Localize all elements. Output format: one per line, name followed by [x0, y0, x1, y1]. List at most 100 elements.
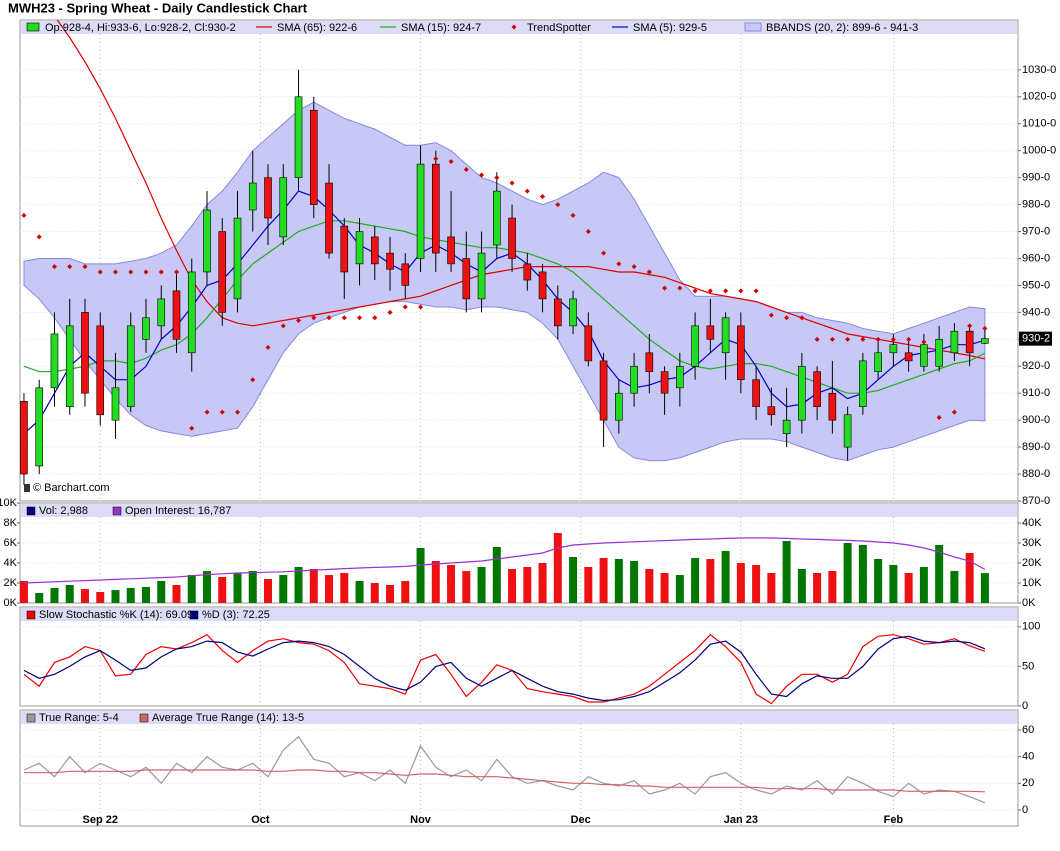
legend-swatch — [744, 22, 762, 32]
trendspotter-dot — [890, 336, 896, 342]
volume-bar — [401, 581, 410, 603]
trendspotter-dot — [296, 317, 302, 323]
plot-area — [20, 20, 989, 485]
trendspotter-dot — [601, 250, 607, 256]
panel-background — [19, 502, 1019, 604]
candle-body — [889, 344, 898, 354]
volume-bar — [645, 569, 654, 603]
candle-body — [96, 325, 105, 416]
candle-body — [294, 96, 303, 178]
candle-body — [50, 333, 59, 389]
candle-body — [248, 182, 257, 211]
trendspotter-dot — [387, 309, 393, 315]
volume-bar — [904, 573, 913, 603]
volume-bar — [279, 575, 288, 603]
candle-body — [920, 344, 928, 367]
legend-label: SMA (5): 929-5 — [633, 22, 707, 34]
trendspotter-dot — [265, 344, 271, 350]
volume-bar — [553, 533, 562, 603]
trendspotter-dot — [235, 409, 241, 415]
trendspotter-dot — [784, 315, 790, 321]
trendspotter-dot — [97, 269, 103, 275]
candle-body — [660, 371, 669, 394]
candle-body — [493, 190, 501, 246]
y2-tick-label: 0K — [1022, 597, 1036, 609]
trendspotter-dot — [906, 336, 912, 342]
legend-label: True Range: 5-4 — [39, 712, 119, 724]
candle-body — [462, 258, 471, 300]
trendspotter-dot — [21, 212, 27, 218]
trendspotter-dot — [555, 202, 561, 208]
volume-bar — [721, 551, 730, 603]
trendspotter-dot — [707, 288, 713, 294]
y-tick-label: 960-0 — [1022, 252, 1050, 264]
candle-body — [599, 360, 608, 421]
candle-body — [355, 231, 364, 265]
volume-bar — [660, 573, 669, 603]
volume-bar — [843, 543, 852, 603]
legend-label: SMA (15): 924-7 — [401, 22, 481, 34]
candle-body — [904, 352, 913, 362]
candle-body — [676, 365, 684, 389]
volume-bar — [50, 588, 59, 603]
candle-body — [172, 290, 181, 340]
trendspotter-dot — [219, 409, 225, 415]
candle-body — [340, 225, 349, 273]
volume-bar — [416, 548, 425, 603]
trendspotter-dot — [677, 285, 683, 291]
candle-body — [828, 392, 837, 421]
candle-body — [813, 371, 821, 407]
trendspotter-dot — [112, 269, 118, 275]
panel-background — [19, 709, 1019, 827]
volume-bar — [157, 581, 166, 603]
trendspotter-dot — [372, 315, 378, 321]
candle-body — [431, 163, 440, 254]
volume-bar — [218, 577, 227, 603]
volume-bar — [492, 547, 501, 603]
candle-body — [935, 339, 943, 367]
legend-label: BBANDS (20, 2): 899-6 - 941-3 — [766, 22, 918, 34]
volume-bar — [569, 557, 578, 603]
legend-swatch — [26, 506, 36, 516]
volume-bar — [523, 567, 532, 603]
trendspotter-dot — [36, 234, 42, 240]
y-tick-label: 880-0 — [1022, 468, 1050, 480]
volume-bar — [767, 573, 776, 603]
candle-body — [401, 263, 410, 286]
trendspotter-dot — [585, 229, 591, 235]
trendspotter-dot — [433, 156, 439, 162]
volume-bar — [370, 583, 379, 603]
volume-bar — [950, 571, 959, 603]
last-price-box — [1019, 331, 1052, 346]
volume-bar — [889, 565, 898, 603]
candle-body — [706, 325, 715, 340]
volume-bar — [264, 579, 273, 603]
trendspotter-dot — [494, 175, 500, 181]
volume-bar — [96, 592, 105, 603]
y-tick-label: 2K — [4, 577, 18, 589]
y2-tick-label: 40K — [1022, 517, 1042, 529]
candle-body — [309, 109, 318, 205]
trendspotter-dot — [646, 269, 652, 275]
candle-body — [126, 325, 135, 407]
indicator-line — [23, 735, 986, 804]
volume-bar — [386, 585, 395, 603]
y-tick-label: 890-0 — [1022, 441, 1050, 453]
trendspotter-dot — [936, 414, 942, 420]
legend-label: SMA (65): 922-6 — [277, 22, 357, 34]
volume-bar — [477, 567, 486, 603]
legend-strip — [21, 711, 1017, 724]
volume-bar — [874, 559, 883, 603]
y-tick-label: 50 — [1022, 660, 1034, 672]
volume-bar — [355, 581, 364, 603]
last-price-label: 930-2 — [1022, 333, 1050, 345]
sma-line — [23, 220, 986, 394]
trendspotter-dot — [967, 323, 973, 329]
x-tick-label: Feb — [884, 814, 904, 826]
volume-bar — [752, 565, 761, 603]
y-tick-label: 40 — [1022, 751, 1034, 763]
volume-bar — [462, 571, 471, 603]
chart-title: MWH23 - Spring Wheat - Daily Candlestick… — [8, 0, 308, 15]
legend-label: Average True Range (14): 13-5 — [152, 712, 304, 724]
trendspotter-dot — [692, 288, 698, 294]
